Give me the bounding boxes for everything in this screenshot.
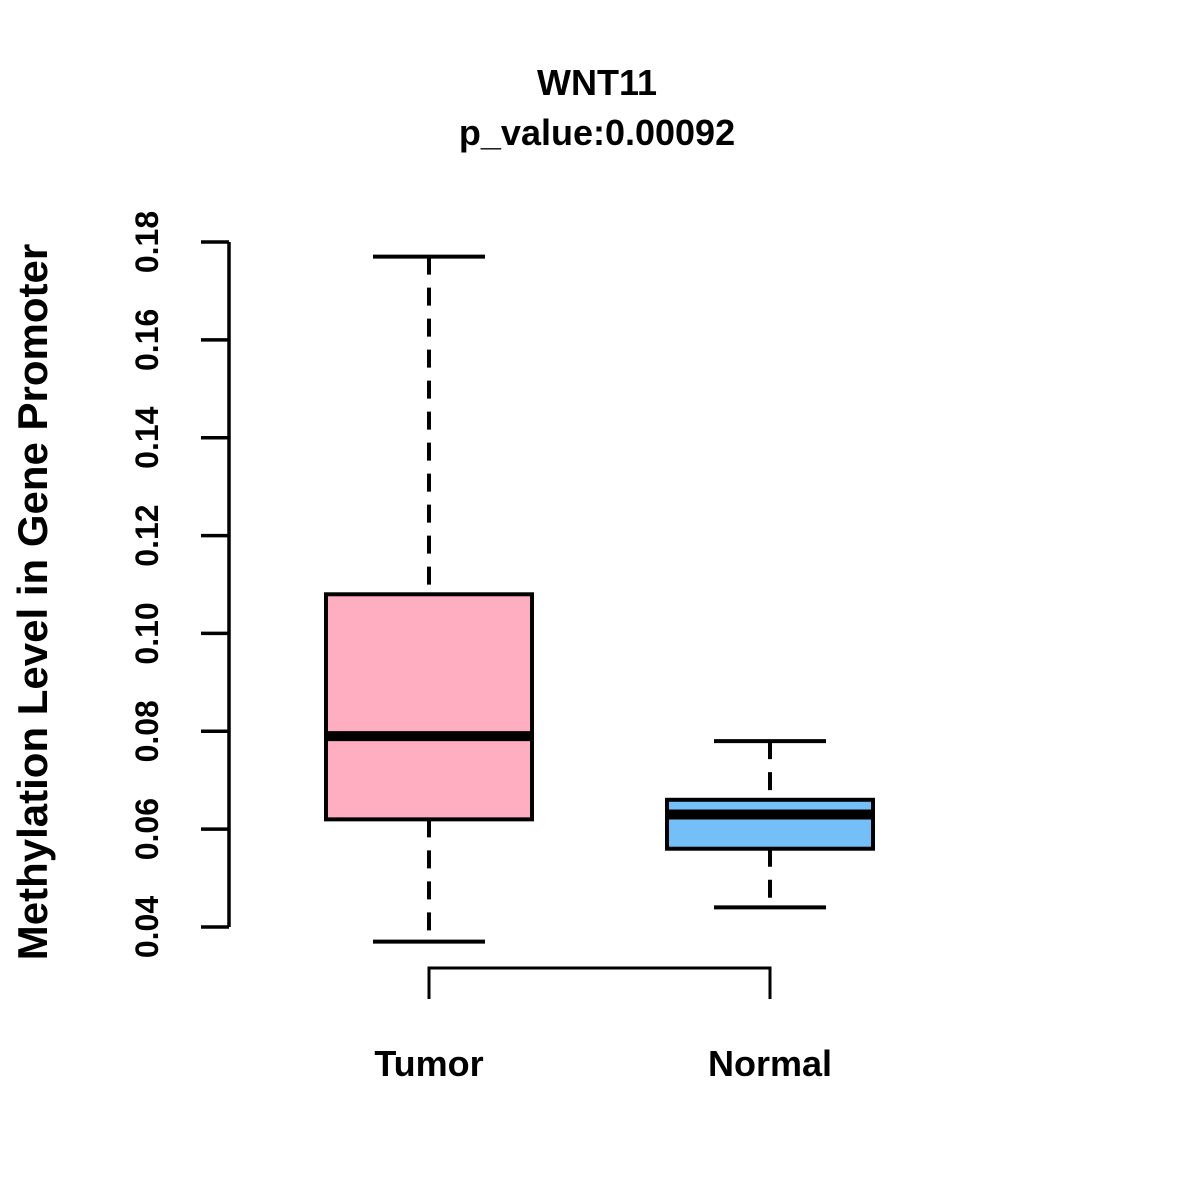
chart-title-gene: WNT11	[536, 62, 658, 103]
y-tick-label: 0.04	[129, 896, 165, 958]
chart-title-pvalue: p_value:0.00092	[458, 112, 736, 153]
group-label-tumor: Tumor	[374, 1043, 484, 1084]
y-tick-label: 0.08	[129, 700, 165, 762]
y-tick-label: 0.10	[129, 602, 165, 664]
x-axis-bracket	[427, 966, 772, 999]
tumor-box	[324, 592, 534, 822]
y-tick-label: 0.16	[129, 309, 165, 371]
y-tick-label: 0.06	[129, 798, 165, 860]
y-tick-label: 0.14	[129, 406, 165, 468]
y-tick-label: 0.12	[129, 504, 165, 566]
group-label-normal: Normal	[707, 1043, 833, 1084]
normal-box	[665, 797, 875, 851]
chart-title: WNT11 p_value:0.00092	[229, 58, 965, 158]
y-tick-label: 0.18	[129, 211, 165, 273]
